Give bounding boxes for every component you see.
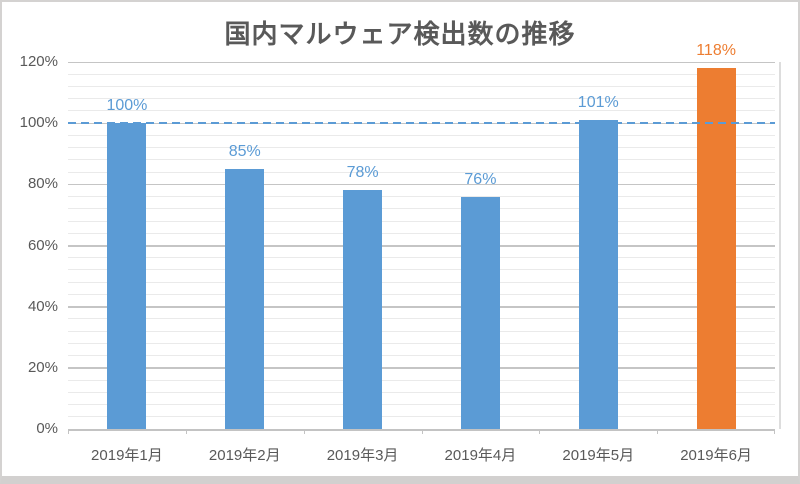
bars-layer [68,62,775,429]
x-axis-labels: 2019年1月 2019年2月 2019年3月 2019年4月 2019年5月 2019年… [68,442,775,466]
minor-gridline [68,134,775,136]
minor-gridline [68,220,775,222]
minor-gridline [68,379,775,381]
minor-gridline [68,330,775,332]
x-axis-ticks-layer [68,62,775,434]
minor-gridline [68,391,775,393]
minor-gridline [68,196,775,198]
bar-value-label: 118% [696,42,736,60]
minor-gridline [68,269,775,271]
y-axis-label: 120% [19,53,58,70]
y-axis-label: 100% [19,114,58,132]
data-labels-layer: 100% 85% 78% 76% 101% 118% [68,42,775,429]
x-axis-label: 2019年6月 [680,447,752,464]
bar-value-label: 76% [464,170,497,188]
minor-gridline [68,281,775,283]
major-gridline [68,245,775,247]
minor-gridline [68,171,775,173]
minor-gridline [68,404,775,406]
y-axis-label: 0% [36,420,58,437]
x-axis-tick [303,429,305,434]
major-gridline [68,306,775,308]
x-axis-tick [421,429,423,434]
y-axis-label: 80% [27,175,58,193]
minor-gridline [68,208,775,210]
minor-gridline [68,342,775,344]
bar-value-label: 85% [228,143,261,161]
minor-gridline [68,85,775,87]
x-axis-label: 2019年3月 [326,447,399,464]
x-axis-tick [68,429,69,434]
y-axis-label: 60% [27,236,58,254]
minor-gridline [68,355,775,357]
x-axis-label: 2019年4月 [444,447,517,464]
chart-title: 国内マルウェア検出数の推移 [224,19,576,49]
bar-value-label: 100% [106,97,148,115]
x-axis-tick [539,429,541,434]
minor-gridline [68,98,775,100]
minor-gridline [68,416,775,418]
chart-bar [460,196,500,429]
minor-gridline [68,159,775,161]
x-axis-label: 2019年5月 [562,447,635,464]
gridlines-layer [68,61,775,429]
bar-value-label: 78% [346,164,379,182]
chart-bar [696,68,736,429]
minor-gridline [68,293,775,295]
plot-right-border [779,62,781,429]
x-axis-tick [185,429,187,434]
minor-gridline [68,318,775,320]
bar-value-label: 101% [577,94,619,112]
chart-bar [343,190,383,429]
y-axis-label: 20% [27,358,58,376]
chart-bar [578,120,618,429]
major-gridline [68,61,775,63]
minor-gridline [68,110,775,112]
plot-area: 100% 85% 78% 76% 101% 118% [68,42,781,434]
chart-bar [107,123,147,429]
minor-gridline [68,73,775,75]
chart-bar [225,169,265,429]
major-gridline [68,367,775,369]
minor-gridline [68,232,775,234]
x-axis-tick [657,429,659,434]
x-axis-label: 2019年2月 [208,447,281,464]
y-axis-label: 40% [27,297,58,315]
x-axis-tick [774,429,775,434]
minor-gridline [68,257,775,259]
x-axis-label: 2019年1月 [91,447,163,464]
y-axis-labels: 0% 20% 40% 60% 80% 100% 120% [2,53,58,437]
reference-line-100pct [68,121,775,125]
major-gridline [68,183,775,186]
minor-gridline [68,147,775,149]
